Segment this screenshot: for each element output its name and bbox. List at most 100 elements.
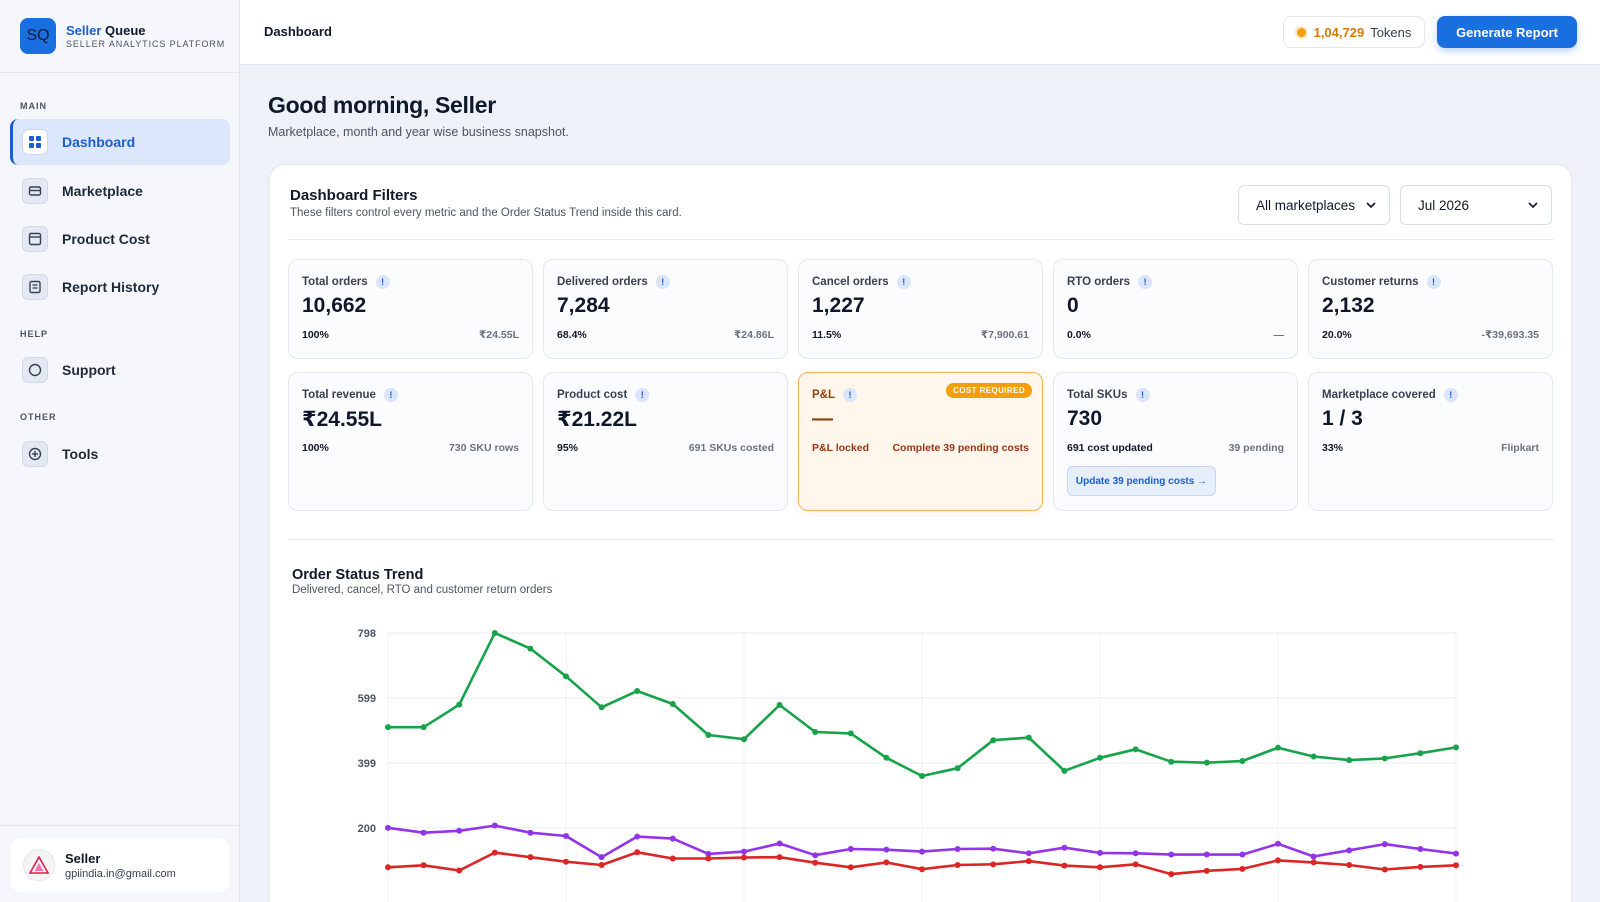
data-point[interactable]: [1132, 861, 1139, 868]
data-point[interactable]: [812, 859, 819, 866]
data-point[interactable]: [1346, 757, 1353, 764]
data-point[interactable]: [1061, 844, 1068, 851]
data-point[interactable]: [598, 704, 605, 711]
data-point[interactable]: [954, 846, 961, 853]
data-point[interactable]: [420, 829, 427, 836]
data-point[interactable]: [847, 864, 854, 871]
data-point[interactable]: [741, 736, 747, 743]
data-point[interactable]: [456, 867, 463, 874]
data-point[interactable]: [1381, 841, 1388, 848]
sidebar-item-tools[interactable]: Tools: [10, 431, 230, 477]
sidebar-item-report-history[interactable]: Report History: [10, 264, 230, 310]
data-point[interactable]: [1168, 851, 1175, 858]
data-point[interactable]: [1417, 750, 1424, 757]
data-point[interactable]: [1168, 758, 1175, 765]
data-point[interactable]: [954, 861, 961, 868]
data-point[interactable]: [634, 849, 641, 856]
data-point[interactable]: [1381, 755, 1388, 762]
generate-report-button[interactable]: Generate Report: [1437, 16, 1577, 48]
data-point[interactable]: [1203, 867, 1210, 874]
info-icon[interactable]: !: [383, 388, 398, 402]
data-point[interactable]: [919, 866, 925, 873]
data-point[interactable]: [705, 731, 712, 738]
data-point[interactable]: [812, 852, 819, 859]
data-point[interactable]: [1417, 846, 1424, 853]
data-point[interactable]: [705, 855, 712, 862]
data-point[interactable]: [563, 858, 569, 865]
data-point[interactable]: [527, 645, 534, 652]
data-point[interactable]: [1453, 744, 1459, 751]
data-point[interactable]: [1168, 871, 1175, 878]
data-point[interactable]: [491, 849, 498, 856]
info-icon[interactable]: !: [1135, 388, 1150, 402]
data-point[interactable]: [1310, 853, 1317, 860]
info-icon[interactable]: !: [843, 388, 857, 402]
data-point[interactable]: [1453, 862, 1459, 869]
data-point[interactable]: [847, 730, 854, 737]
data-point[interactable]: [1097, 754, 1103, 761]
sidebar-item-dashboard[interactable]: Dashboard: [10, 119, 230, 165]
data-point[interactable]: [1203, 851, 1210, 858]
marketplace-select[interactable]: All marketplaces: [1238, 185, 1390, 225]
data-point[interactable]: [1310, 859, 1317, 866]
data-point[interactable]: [741, 848, 747, 855]
data-point[interactable]: [634, 687, 641, 694]
data-point[interactable]: [1417, 863, 1424, 870]
data-point[interactable]: [420, 862, 427, 869]
data-point[interactable]: [1025, 850, 1032, 857]
data-point[interactable]: [883, 859, 890, 866]
data-point[interactable]: [919, 773, 925, 780]
data-point[interactable]: [1239, 865, 1246, 872]
info-icon[interactable]: !: [1138, 275, 1153, 289]
data-point[interactable]: [598, 861, 605, 868]
data-point[interactable]: [669, 855, 676, 862]
data-point[interactable]: [1275, 744, 1281, 751]
data-point[interactable]: [385, 724, 391, 731]
data-point[interactable]: [705, 850, 712, 857]
data-point[interactable]: [1275, 840, 1281, 847]
data-point[interactable]: [1239, 758, 1246, 765]
data-point[interactable]: [776, 840, 783, 847]
data-point[interactable]: [883, 846, 890, 853]
info-icon[interactable]: !: [896, 275, 911, 289]
data-point[interactable]: [1061, 862, 1068, 869]
data-point[interactable]: [1025, 858, 1032, 865]
data-point[interactable]: [990, 737, 997, 744]
data-point[interactable]: [456, 701, 463, 708]
update-pending-costs-button[interactable]: Update 39 pending costs →: [1067, 466, 1216, 496]
info-icon[interactable]: !: [655, 275, 670, 289]
data-point[interactable]: [1203, 759, 1210, 766]
data-point[interactable]: [1381, 866, 1388, 873]
data-point[interactable]: [1310, 753, 1317, 760]
data-point[interactable]: [1275, 857, 1281, 864]
data-point[interactable]: [491, 822, 498, 829]
data-point[interactable]: [456, 827, 463, 834]
data-point[interactable]: [491, 630, 498, 636]
data-point[interactable]: [527, 829, 534, 836]
data-point[interactable]: [1097, 864, 1103, 871]
user-card[interactable]: Seller gpiindia.in@gmail.com: [11, 838, 229, 892]
sidebar-item-marketplace[interactable]: Marketplace: [10, 168, 230, 214]
info-icon[interactable]: !: [1426, 275, 1441, 289]
data-point[interactable]: [1132, 746, 1139, 753]
data-point[interactable]: [990, 845, 997, 852]
data-point[interactable]: [669, 835, 676, 842]
data-point[interactable]: [776, 854, 783, 861]
data-point[interactable]: [812, 729, 819, 736]
data-point[interactable]: [919, 848, 925, 855]
data-point[interactable]: [954, 765, 961, 772]
data-point[interactable]: [598, 854, 605, 861]
data-point[interactable]: [776, 702, 783, 709]
data-point[interactable]: [563, 832, 569, 839]
data-point[interactable]: [1132, 850, 1139, 857]
data-point[interactable]: [1453, 850, 1459, 857]
data-point[interactable]: [563, 673, 569, 680]
data-point[interactable]: [883, 754, 890, 761]
month-select[interactable]: Jul 2026: [1400, 185, 1552, 225]
data-point[interactable]: [1346, 861, 1353, 868]
data-point[interactable]: [420, 724, 427, 731]
data-point[interactable]: [1346, 847, 1353, 854]
info-icon[interactable]: !: [375, 275, 390, 289]
data-point[interactable]: [634, 833, 641, 840]
sidebar-item-product-cost[interactable]: Product Cost: [10, 216, 230, 262]
